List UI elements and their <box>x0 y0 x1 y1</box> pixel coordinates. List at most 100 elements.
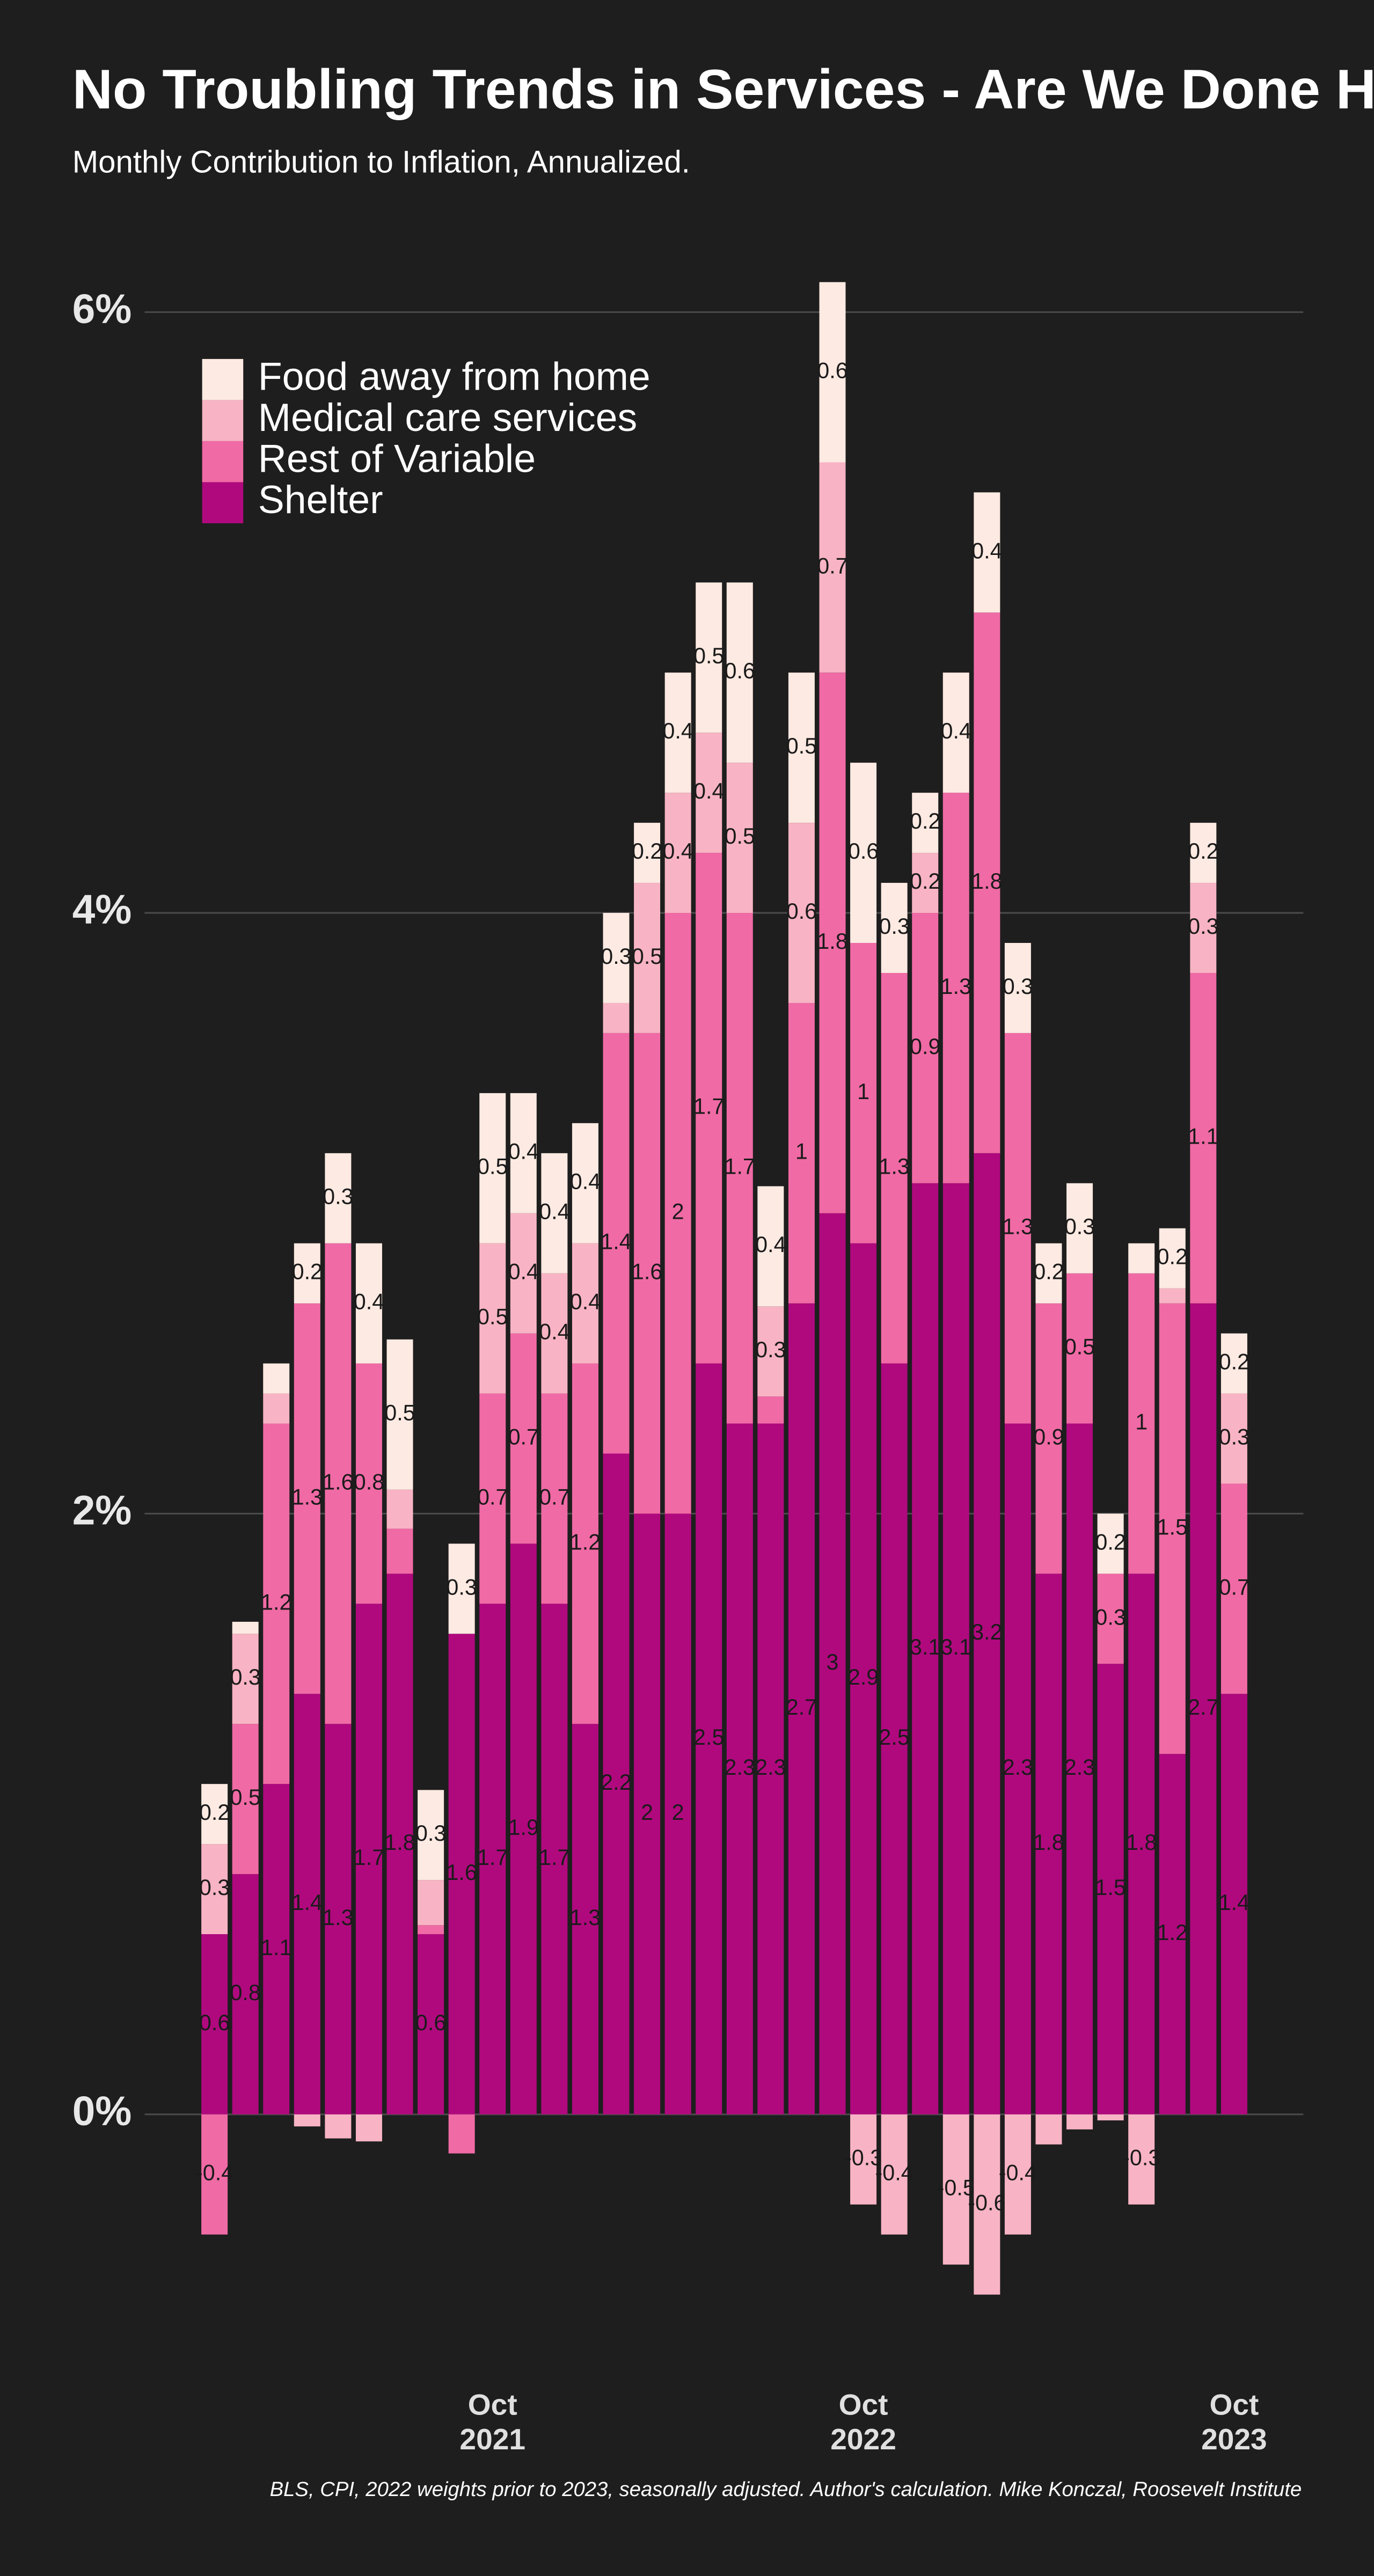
data-label: 2.5 <box>879 1725 909 1750</box>
bar-segment <box>1128 2114 1155 2205</box>
data-label: 1.3 <box>1003 1214 1033 1239</box>
bar-segment <box>1097 1574 1124 1664</box>
bar-segment <box>541 1604 568 2114</box>
data-label: 0.5 <box>786 734 817 758</box>
data-label: 0.6 <box>415 2010 446 2035</box>
data-label: 1.1 <box>261 1935 291 1960</box>
bar-segment <box>726 913 753 1424</box>
bar-segment <box>696 582 722 733</box>
data-label: 0.2 <box>1095 1529 1125 1554</box>
data-label: 0.4 <box>508 1260 539 1284</box>
data-label: 0.4 <box>570 1169 601 1194</box>
data-label: 0.3 <box>230 1665 260 1689</box>
x-tick-label: Oct 2021 <box>459 2388 525 2455</box>
data-label: 0.7 <box>508 1424 539 1449</box>
data-label: 0.2 <box>1219 1350 1249 1374</box>
bar-segment <box>448 2114 475 2154</box>
data-label: 0.7 <box>477 1484 508 1509</box>
bar-segment <box>1004 1423 1031 2114</box>
data-label: 2 <box>672 1199 684 1224</box>
bar-segment <box>418 1934 444 2114</box>
bar-segment <box>263 1423 290 1784</box>
bar-segment <box>541 1273 568 1394</box>
bar-segment <box>1190 883 1217 973</box>
data-label: 1.4 <box>1219 1890 1249 1915</box>
bar-segment <box>912 1183 939 2114</box>
data-label: 0.5 <box>384 1401 415 1425</box>
bar-segment <box>294 1694 320 2114</box>
data-label: -0.5 <box>937 2176 975 2200</box>
bar-segment <box>232 1621 259 1634</box>
data-label: 1.3 <box>292 1484 323 1509</box>
bar-segment <box>1035 1243 1062 1304</box>
bar-segment <box>263 1363 290 1394</box>
bar-segment <box>1035 1303 1062 1574</box>
data-label: 3 <box>827 1650 839 1674</box>
bar-segment <box>757 1186 784 1307</box>
data-label: 0.3 <box>446 1575 477 1599</box>
bar-segment <box>634 1033 661 1514</box>
bar-segment <box>1220 1333 1247 1394</box>
bar-segment <box>819 282 846 463</box>
data-label: 0.5 <box>477 1305 508 1329</box>
data-label: 1.8 <box>384 1830 415 1855</box>
data-label: 1.6 <box>323 1469 353 1494</box>
y-tick-label: 2% <box>72 1488 132 1534</box>
bar-segment <box>850 943 877 1243</box>
data-label: -0.3 <box>1122 2146 1160 2170</box>
chart-subtitle: Monthly Contribution to Inflation, Annua… <box>72 144 690 179</box>
bar-segment <box>572 1123 598 1243</box>
bar-segment <box>1035 2114 1062 2145</box>
data-label: 0.4 <box>693 779 724 803</box>
data-label: 1.3 <box>941 974 971 999</box>
bar-segment <box>1004 943 1031 1033</box>
data-label: 0.3 <box>1188 914 1218 939</box>
data-label: 0.4 <box>508 1139 539 1164</box>
data-label: -0.6 <box>968 2191 1006 2215</box>
data-label: 1.7 <box>725 1154 755 1179</box>
bar-segment <box>1190 1303 1217 2114</box>
data-label: 1 <box>1135 1409 1148 1434</box>
bar-segment <box>479 1604 506 2114</box>
bar-segment <box>1004 1033 1031 1424</box>
legend-label: Rest of Variable <box>258 436 536 481</box>
data-label: 1.3 <box>879 1154 909 1179</box>
data-label: 0.3 <box>1219 1424 1249 1449</box>
data-label: 0.3 <box>323 1184 353 1209</box>
bar-segment <box>386 1574 413 2114</box>
bar-segment <box>974 612 1000 1153</box>
bar-segment <box>1004 2114 1031 2235</box>
bar-segment <box>1066 1183 1093 1274</box>
source-note: BLS, CPI, 2022 weights prior to 2023, se… <box>270 2478 1302 2501</box>
bar-segment <box>850 1243 877 2114</box>
data-label: 1.4 <box>601 1230 631 1254</box>
data-label: 0.2 <box>910 809 940 833</box>
data-label: 0.8 <box>354 1469 384 1494</box>
bar-segment <box>912 913 939 1183</box>
bar-segment <box>572 1724 598 2114</box>
bar-segment <box>232 1634 259 1724</box>
bar-segment <box>325 1243 352 1724</box>
bar-segment <box>881 2114 908 2235</box>
data-label: 0.2 <box>292 1260 323 1284</box>
bar-segment <box>1220 1694 1247 2114</box>
data-label: 0.6 <box>786 899 817 924</box>
data-label: 0.5 <box>230 1785 260 1810</box>
data-label: 0.3 <box>199 1875 230 1900</box>
bar-segment <box>418 1925 444 1935</box>
data-label: 0.7 <box>1219 1575 1249 1599</box>
data-label: 0.2 <box>632 839 662 863</box>
bar-segment <box>510 1213 537 1334</box>
data-label: 1.6 <box>446 1860 477 1885</box>
bar-segment <box>664 793 691 913</box>
bar-segment <box>479 1243 506 1394</box>
bar-segment <box>355 2114 382 2142</box>
bar-segment <box>386 1528 413 1574</box>
data-label: 0.3 <box>755 1337 786 1362</box>
data-label: 1.7 <box>354 1845 384 1870</box>
data-label: 2.2 <box>601 1770 631 1795</box>
data-label: 1 <box>795 1139 808 1164</box>
bar-segment <box>201 1934 228 2114</box>
